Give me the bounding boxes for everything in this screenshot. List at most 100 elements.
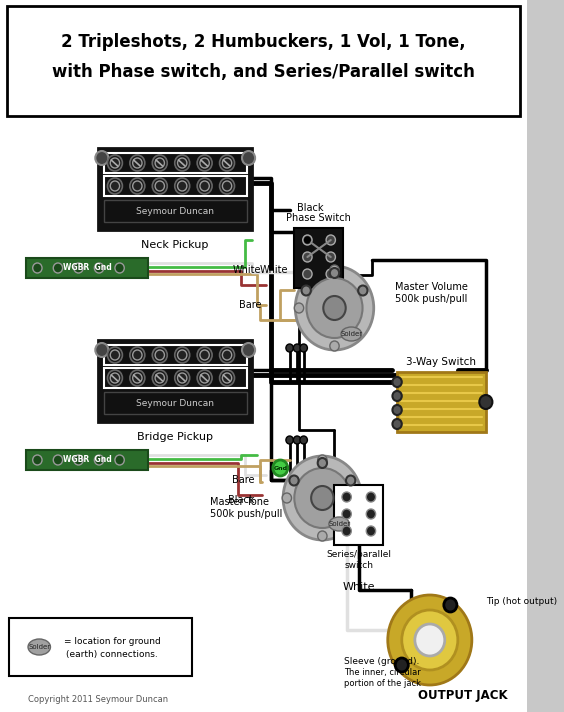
Circle shape — [311, 486, 333, 510]
Circle shape — [219, 155, 235, 171]
Circle shape — [110, 181, 120, 191]
Circle shape — [74, 455, 83, 465]
Circle shape — [94, 263, 104, 273]
Circle shape — [178, 350, 187, 360]
Text: (earth) connections.: (earth) connections. — [66, 651, 158, 659]
Circle shape — [133, 350, 142, 360]
Circle shape — [133, 181, 142, 191]
Circle shape — [155, 158, 165, 168]
Circle shape — [219, 347, 235, 363]
Text: WGBR  Gnd: WGBR Gnd — [63, 456, 111, 464]
Circle shape — [197, 155, 212, 171]
Circle shape — [152, 178, 168, 194]
Bar — [334, 485, 383, 545]
Circle shape — [222, 158, 232, 168]
Text: Solder: Solder — [328, 521, 350, 527]
Bar — [104, 200, 246, 222]
Circle shape — [342, 509, 351, 519]
Circle shape — [110, 350, 120, 360]
Text: Master Volume
500k push/pull: Master Volume 500k push/pull — [395, 282, 468, 304]
Circle shape — [219, 178, 235, 194]
Text: Series/parallel
switch: Series/parallel switch — [327, 550, 391, 570]
Bar — [104, 153, 246, 173]
Bar — [104, 368, 246, 388]
Circle shape — [286, 436, 293, 444]
Text: Solder: Solder — [340, 331, 363, 337]
Circle shape — [175, 178, 190, 194]
Circle shape — [197, 370, 212, 386]
Text: OUTPUT JACK: OUTPUT JACK — [418, 689, 507, 701]
Circle shape — [305, 237, 310, 243]
Circle shape — [197, 178, 212, 194]
Circle shape — [155, 181, 165, 191]
Circle shape — [152, 347, 168, 363]
Circle shape — [219, 370, 235, 386]
Circle shape — [200, 158, 209, 168]
Circle shape — [444, 598, 457, 612]
Circle shape — [293, 436, 301, 444]
Circle shape — [346, 476, 355, 486]
Circle shape — [294, 468, 350, 528]
Bar — [98, 340, 252, 422]
Text: Bare: Bare — [239, 300, 262, 310]
Text: with Phase switch, and Series/Parallel switch: with Phase switch, and Series/Parallel s… — [52, 63, 475, 81]
Circle shape — [110, 158, 120, 168]
Circle shape — [130, 178, 145, 194]
Circle shape — [293, 344, 301, 352]
Bar — [26, 258, 148, 278]
Circle shape — [200, 181, 209, 191]
Text: Gnd: Gnd — [274, 466, 287, 471]
Text: Seymour Duncan: Seymour Duncan — [136, 206, 214, 216]
Circle shape — [318, 531, 327, 541]
Circle shape — [323, 296, 346, 320]
Bar — [104, 392, 246, 414]
Circle shape — [282, 493, 292, 503]
Circle shape — [133, 158, 142, 168]
Text: Neck Pickup: Neck Pickup — [141, 240, 209, 250]
Circle shape — [200, 373, 209, 383]
Circle shape — [303, 269, 312, 279]
Text: 2 Tripleshots, 2 Humbuckers, 1 Vol, 1 Tone,: 2 Tripleshots, 2 Humbuckers, 1 Vol, 1 To… — [61, 33, 466, 51]
Text: Master Tone
500k push/pull: Master Tone 500k push/pull — [210, 497, 283, 519]
Circle shape — [306, 278, 363, 338]
Circle shape — [300, 436, 307, 444]
Circle shape — [152, 155, 168, 171]
Circle shape — [222, 350, 232, 360]
Circle shape — [108, 370, 122, 386]
Text: = location for ground: = location for ground — [64, 637, 161, 646]
Circle shape — [366, 509, 376, 519]
Text: Black: Black — [228, 495, 254, 505]
Circle shape — [242, 151, 255, 165]
Circle shape — [283, 456, 362, 540]
Circle shape — [175, 370, 190, 386]
Bar — [10, 618, 192, 676]
Circle shape — [175, 155, 190, 171]
Circle shape — [133, 373, 142, 383]
Circle shape — [273, 460, 288, 476]
Circle shape — [178, 373, 187, 383]
Circle shape — [318, 458, 327, 468]
Text: White: White — [259, 265, 288, 275]
Circle shape — [326, 252, 336, 262]
Circle shape — [330, 265, 339, 275]
Circle shape — [130, 370, 145, 386]
Circle shape — [342, 526, 351, 536]
Circle shape — [393, 377, 402, 387]
Circle shape — [130, 347, 145, 363]
Circle shape — [110, 373, 120, 383]
Circle shape — [286, 344, 293, 352]
Circle shape — [318, 455, 327, 465]
Bar — [26, 450, 148, 470]
Circle shape — [388, 595, 472, 685]
Ellipse shape — [341, 327, 362, 341]
Text: White: White — [233, 265, 262, 275]
Circle shape — [393, 419, 402, 429]
Circle shape — [200, 350, 209, 360]
Ellipse shape — [28, 639, 50, 655]
Circle shape — [242, 343, 255, 357]
Circle shape — [296, 266, 374, 350]
Circle shape — [342, 492, 351, 502]
Circle shape — [330, 268, 339, 278]
Circle shape — [222, 373, 232, 383]
Circle shape — [178, 181, 187, 191]
